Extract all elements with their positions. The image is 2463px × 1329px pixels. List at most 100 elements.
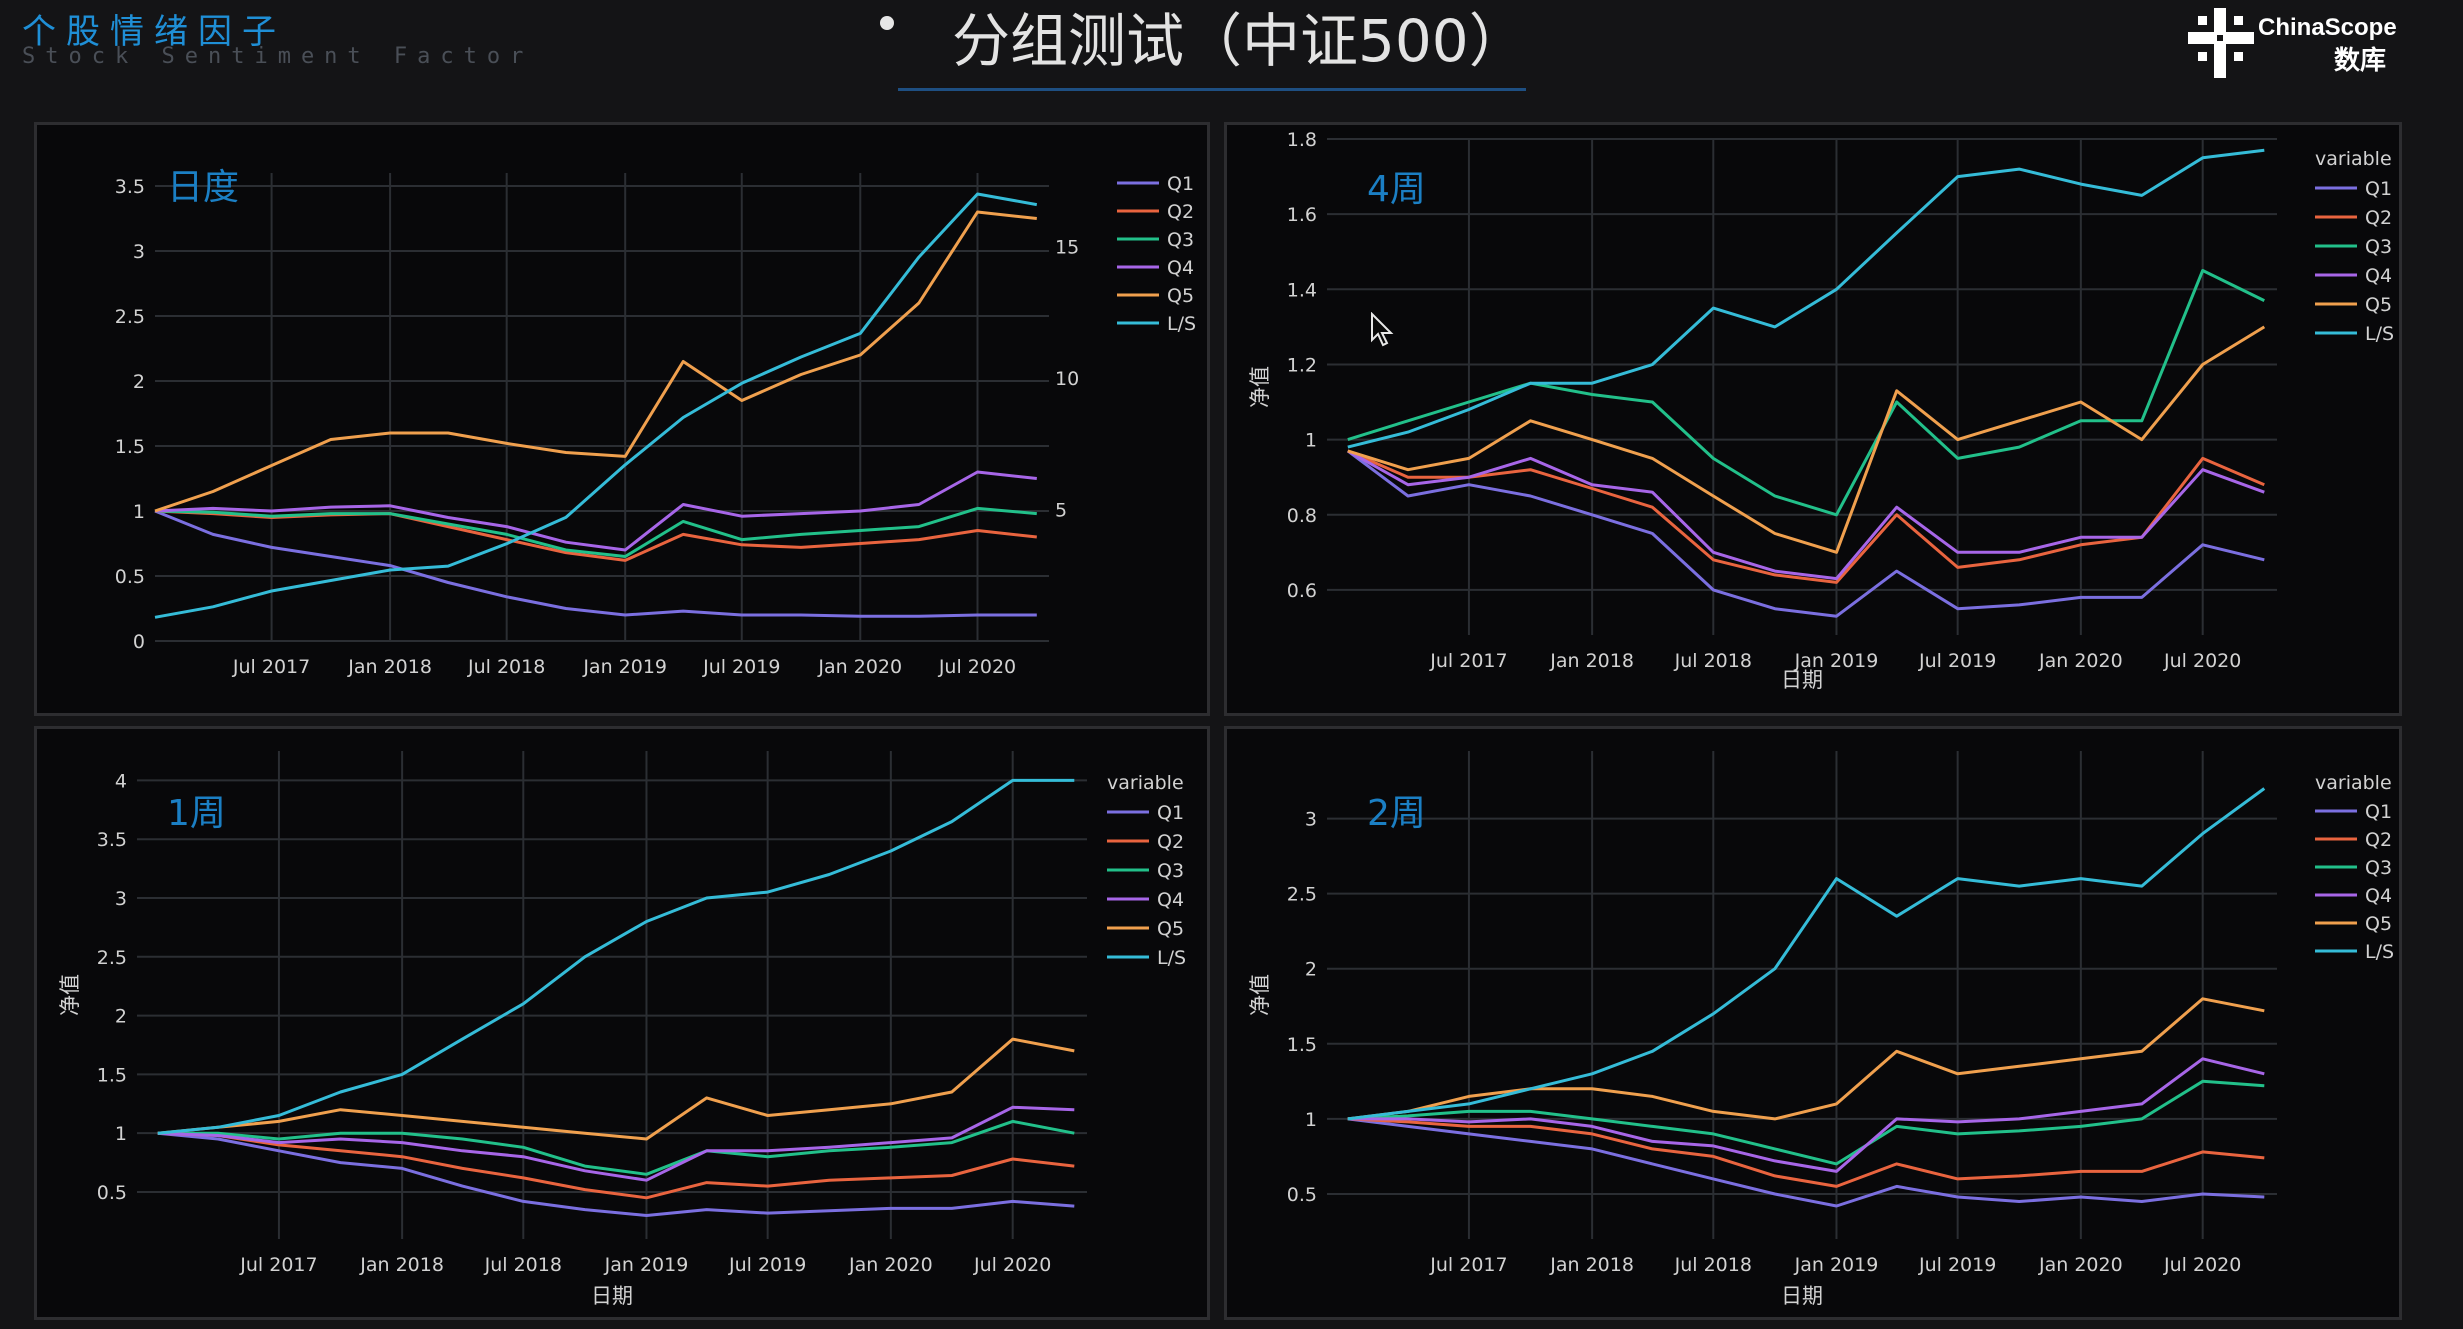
chart-4-week: 0.6 0.8 1 1.2 1.4 1.6 1.8 Jul 2017 Jan 2018 Jul 2… (1248, 129, 2394, 692)
one_week-series-q4 (157, 1105, 1075, 1182)
one_week-legend-label-q1: Q1 (1157, 802, 1184, 824)
two_week-x-tick-label: Jan 2018 (1549, 1254, 1634, 1276)
daily-y-tick-label: 1 (133, 501, 145, 523)
four_week-y-tick-label: 1.6 (1287, 204, 1317, 226)
two_week-x-tick-label: Jan 2019 (1794, 1254, 1879, 1276)
two_week-series-q5 (1347, 997, 2265, 1121)
chinascope-logo: ChinaScope 数库 (2186, 6, 2397, 80)
two_week-y-tick-label: 2.5 (1287, 884, 1317, 906)
cross-logo-icon (2188, 8, 2254, 78)
two_week-series-q2 (1347, 1117, 2265, 1188)
two_week-panel-label: 2周 (1367, 793, 1426, 834)
two_week-x-tick-label: Jul 2019 (1918, 1254, 1996, 1276)
two_week-legend-label-l-s: L/S (2365, 941, 2394, 963)
daily-x-tick-label: Jan 2020 (817, 656, 902, 678)
two_week-y-axis-title: 净值 (1248, 974, 1272, 1016)
four_week-y-tick-label: 1.4 (1287, 279, 1317, 301)
one_week-y-tick-label: 3.5 (97, 829, 127, 851)
one_week-series-q3 (157, 1119, 1075, 1176)
two_week-series-q3 (1347, 1079, 2265, 1166)
brand-title-cn: 个股情绪因子 (22, 12, 286, 52)
four_week-x-tick-label: Jul 2017 (1429, 650, 1507, 672)
daily-y-tick-label: 0.5 (115, 566, 145, 588)
one_week-y-tick-label: 2.5 (97, 947, 127, 969)
two_week-legend-title: variable (2315, 772, 2392, 794)
logo-text-en: ChinaScope (2258, 14, 2397, 41)
daily-legend-label-q5: Q5 (1167, 285, 1194, 307)
two_week-x-tick-label: Jul 2017 (1429, 1254, 1507, 1276)
two_week-legend-label-q4: Q4 (2365, 885, 2392, 907)
chart-panel-4-week: 0.6 0.8 1 1.2 1.4 1.6 1.8 Jul 2017 Jan 2018 Jul 2… (1224, 122, 2402, 716)
daily-y-tick-label: 2 (133, 371, 145, 393)
chart-2-week: 0.5 1 1.5 2 2.5 3 Jul 2017 Jan 2018 Jul 2018 Jan … (1248, 751, 2394, 1308)
daily-x-tick-label: Jul 2018 (467, 656, 545, 678)
four_week-legend-title: variable (2315, 148, 2392, 170)
one_week-y-tick-label: 4 (115, 770, 127, 792)
one_week-x-tick-label: Jul 2019 (728, 1254, 806, 1276)
one_week-series-q5 (157, 1037, 1075, 1141)
daily-x-tick-label: Jul 2017 (232, 656, 310, 678)
daily-legend-label-q1: Q1 (1167, 173, 1194, 195)
one_week-x-tick-label: Jan 2018 (359, 1254, 444, 1276)
daily-x-tick-label: Jul 2020 (938, 656, 1016, 678)
one_week-x-tick-label: Jul 2017 (239, 1254, 317, 1276)
two_week-y-tick-label: 1 (1305, 1109, 1317, 1131)
one_week-y-axis-title: 净值 (58, 974, 82, 1016)
four_week-legend-label-q2: Q2 (2365, 207, 2392, 229)
four_week-x-tick-label: Jul 2018 (1674, 650, 1752, 672)
daily-panel-label: 日度 (167, 167, 239, 208)
four_week-x-tick-label: Jan 2018 (1549, 650, 1634, 672)
one_week-y-tick-label: 0.5 (97, 1182, 127, 1204)
one_week-y-tick-label: 1 (115, 1123, 127, 1145)
daily-y-tick-label: 3.5 (115, 176, 145, 198)
four_week-legend-label-q4: Q4 (2365, 265, 2392, 287)
brand-title-en: Stock Sentiment Factor (22, 44, 534, 69)
daily-y-tick-label: 2.5 (115, 306, 145, 328)
two_week-x-tick-label: Jul 2020 (2163, 1254, 2241, 1276)
one_week-series-l-s (157, 778, 1075, 1135)
daily-x-tick-label: Jan 2018 (347, 656, 432, 678)
two_week-x-tick-label: Jan 2020 (2038, 1254, 2123, 1276)
daily-legend-label-l-s: L/S (1167, 313, 1196, 335)
four_week-y-tick-label: 1.2 (1287, 354, 1317, 376)
daily-legend-label-q2: Q2 (1167, 201, 1194, 223)
four_week-legend-label-q5: Q5 (2365, 294, 2392, 316)
two_week-series-q4 (1347, 1057, 2265, 1173)
daily-series-q5 (154, 210, 1037, 513)
two_week-legend-label-q5: Q5 (2365, 913, 2392, 935)
daily-y2-tick-label: 5 (1055, 500, 1067, 522)
four_week-y-tick-label: 1.8 (1287, 129, 1317, 151)
four_week-x-axis-title: 日期 (1781, 668, 1823, 692)
four_week-series-q4 (1347, 449, 2265, 581)
daily-series-q4 (154, 470, 1037, 552)
two_week-legend-label-q1: Q1 (2365, 801, 2392, 823)
four_week-y-tick-label: 0.8 (1287, 505, 1317, 527)
four_week-series-q1 (1346, 449, 2265, 618)
one_week-series-q2 (157, 1131, 1075, 1200)
two_week-legend-label-q3: Q3 (2365, 857, 2392, 879)
two_week-y-tick-label: 3 (1305, 809, 1317, 831)
four_week-legend-label-q3: Q3 (2365, 236, 2392, 258)
one_week-y-tick-label: 1.5 (97, 1064, 127, 1086)
one_week-legend-label-q3: Q3 (1157, 860, 1184, 882)
four_week-legend-label-q1: Q1 (2365, 178, 2392, 200)
chart-panel-2-week: 0.5 1 1.5 2 2.5 3 Jul 2017 Jan 2018 Jul 2018 Jan … (1224, 726, 2402, 1320)
four_week-series-l-s (1347, 148, 2265, 449)
daily-series-q3 (154, 506, 1037, 558)
two_week-x-axis-title: 日期 (1781, 1284, 1823, 1308)
mouse-cursor-icon (1371, 312, 1394, 347)
four_week-series-q2 (1347, 449, 2265, 584)
four_week-y-tick-label: 0.6 (1287, 580, 1317, 602)
one_week-x-tick-label: Jul 2020 (973, 1254, 1051, 1276)
four_week-panel-label: 4周 (1367, 169, 1426, 210)
one_week-legend-label-q5: Q5 (1157, 918, 1184, 940)
daily-legend-label-q3: Q3 (1167, 229, 1194, 251)
one_week-x-axis-title: 日期 (591, 1284, 633, 1308)
one_week-legend-label-q4: Q4 (1157, 889, 1184, 911)
one_week-series-q1 (157, 1131, 1075, 1217)
daily-series-q1 (154, 509, 1037, 618)
one_week-legend-label-l-s: L/S (1157, 947, 1186, 969)
two_week-y-tick-label: 0.5 (1287, 1184, 1317, 1206)
chart-panel-daily: 0 0.5 1 1.5 2 2.5 3 3.5 Jul 2017 Jan 2018 Jul 2018… (34, 122, 1210, 716)
two_week-x-tick-label: Jul 2018 (1674, 1254, 1752, 1276)
